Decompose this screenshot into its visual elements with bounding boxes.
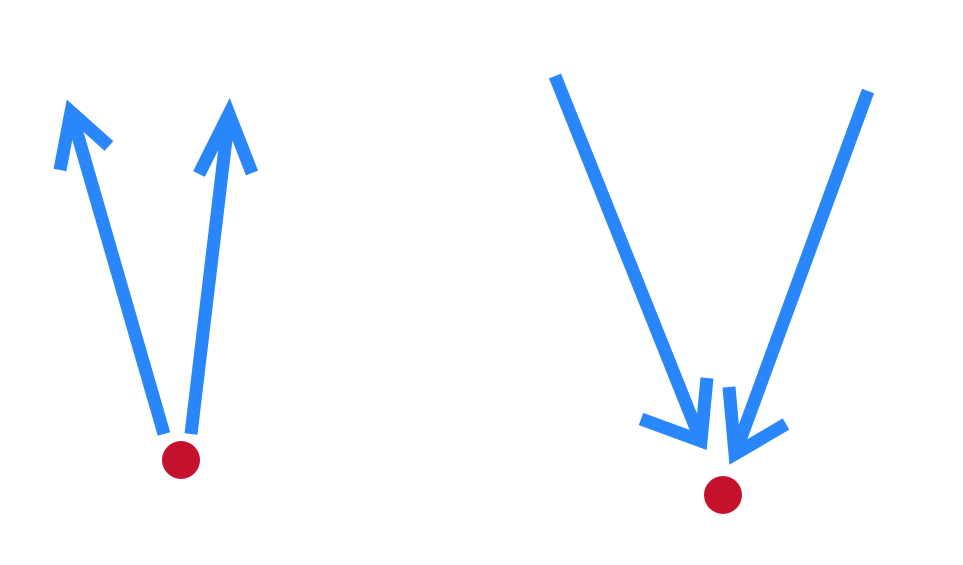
outgoing-arrows-group [53, 97, 259, 479]
source-point [162, 441, 200, 479]
incoming-arrows-group [548, 73, 875, 514]
arrow-up-right-icon [184, 97, 259, 435]
arrow-down-left-icon [722, 88, 875, 465]
arrow-down-right-icon [548, 73, 714, 451]
target-point [704, 476, 742, 514]
arrow-up-left-icon [53, 99, 171, 436]
